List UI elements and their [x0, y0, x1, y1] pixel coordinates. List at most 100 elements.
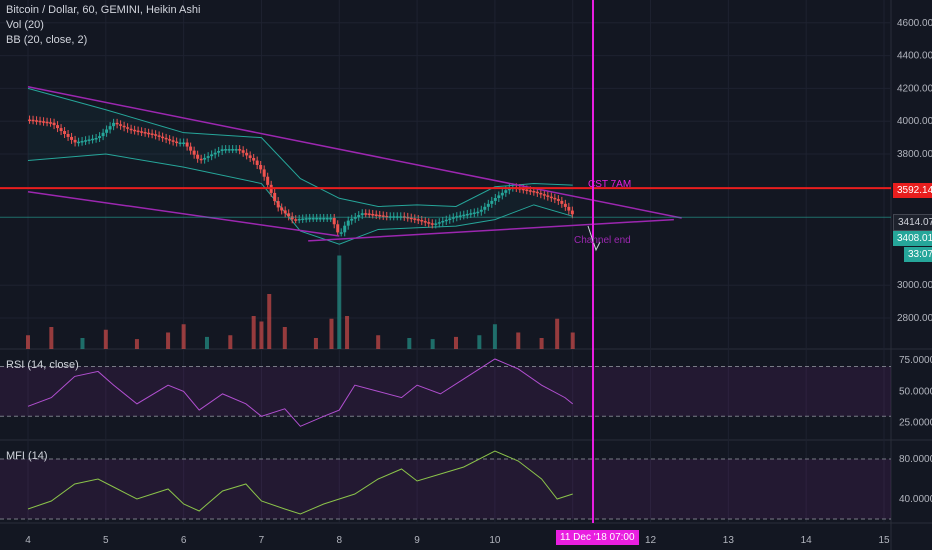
y-tick-label: 4400.00 — [897, 51, 932, 62]
candle-body — [192, 150, 196, 155]
candle-body — [343, 225, 347, 233]
volume-bar — [26, 335, 30, 349]
trendline — [27, 190, 340, 237]
arrow-icon — [587, 225, 601, 252]
candle-body — [213, 152, 217, 155]
volume-bar — [259, 321, 264, 349]
candle-body — [476, 211, 480, 214]
candle-body — [105, 129, 109, 133]
x-tick-label: 4 — [25, 535, 31, 546]
candle-body — [189, 146, 193, 151]
current-price-tag: 3408.01 — [893, 231, 932, 246]
volume-bar — [516, 332, 521, 349]
candle-body — [266, 176, 270, 185]
candle-body — [546, 195, 550, 197]
candle-body — [346, 220, 350, 226]
candle-body — [94, 138, 98, 140]
candle-body — [350, 218, 354, 221]
volume-bar — [345, 316, 350, 349]
candle-body — [458, 215, 462, 217]
chart-legend: Bitcoin / Dollar, 60, GEMINI, Heikin Ash… — [6, 3, 200, 48]
volume-bar — [539, 338, 544, 349]
candle-body — [374, 214, 378, 216]
candle-body — [227, 149, 231, 151]
x-tick-label: 9 — [414, 535, 420, 546]
candle-body — [171, 140, 175, 142]
candle-body — [231, 149, 235, 151]
candle-body — [493, 197, 497, 201]
candle-body — [521, 188, 525, 191]
candle-body — [126, 127, 130, 129]
candle-body — [248, 155, 252, 158]
candle-body — [420, 219, 424, 222]
candle-body — [490, 200, 494, 204]
candle-body — [56, 125, 60, 129]
rsi-line — [27, 358, 574, 427]
annotation-channel-end: Channel end — [574, 235, 631, 246]
rsi-y-tick-label: 50.0000 — [899, 386, 932, 397]
candle-body — [38, 120, 42, 123]
candle-body — [427, 222, 431, 224]
volume-bar — [477, 335, 482, 349]
candle-body — [185, 142, 189, 147]
trendline — [27, 86, 682, 219]
candle-body — [542, 194, 546, 196]
trendline — [308, 218, 674, 242]
volume-bar — [228, 335, 233, 349]
volume-bar — [430, 339, 435, 349]
candle-body — [535, 191, 539, 194]
candle-body — [175, 141, 179, 144]
x-tick-label: 5 — [103, 535, 109, 546]
candle-body — [206, 156, 210, 158]
volume-bar — [570, 332, 575, 349]
candle-body — [497, 195, 501, 198]
candle-body — [273, 192, 277, 202]
candle-body — [147, 132, 151, 135]
candle-body — [112, 122, 116, 127]
volume-bar — [267, 294, 272, 349]
volume-bar — [313, 338, 318, 349]
candle-body — [353, 216, 357, 219]
volume-bar — [454, 336, 458, 349]
candle-body — [308, 217, 312, 220]
candle-body — [525, 189, 529, 192]
candle-body — [35, 120, 39, 122]
candle-body — [339, 232, 343, 234]
candle-body — [486, 203, 490, 207]
candle-body — [357, 215, 361, 217]
y-tick-label: 3000.00 — [897, 280, 932, 291]
candle-body — [66, 133, 70, 137]
candle-body — [157, 135, 161, 137]
candle-body — [133, 129, 137, 132]
candle-body — [539, 192, 543, 195]
candle-body — [304, 218, 308, 220]
candle-body — [45, 121, 49, 124]
candle-body — [434, 223, 438, 225]
volume-bar — [103, 329, 108, 349]
candle-body — [52, 122, 56, 126]
candle-body — [448, 218, 452, 221]
candle-body — [87, 139, 91, 141]
x-tick-label: 13 — [723, 535, 735, 546]
volume-bar — [251, 316, 256, 349]
volume-bar — [181, 324, 186, 349]
volume-bar — [337, 255, 342, 349]
candle-body — [553, 197, 557, 200]
candle-body — [570, 210, 574, 215]
candle-body — [385, 215, 389, 218]
volume-bar — [492, 324, 497, 349]
candle-body — [381, 215, 385, 217]
candle-body — [150, 133, 154, 135]
candle-body — [301, 218, 305, 221]
candle-body — [101, 132, 105, 137]
candle-body — [217, 150, 221, 153]
candle-body — [528, 190, 532, 192]
candle-body — [504, 190, 508, 193]
candle-body — [409, 217, 413, 220]
y-tick-label: 4600.00 — [897, 18, 932, 29]
symbol-title: Bitcoin / Dollar, 60, GEMINI, Heikin Ash… — [6, 4, 201, 16]
candle-body — [234, 149, 238, 151]
bb-upper-line — [27, 87, 573, 207]
